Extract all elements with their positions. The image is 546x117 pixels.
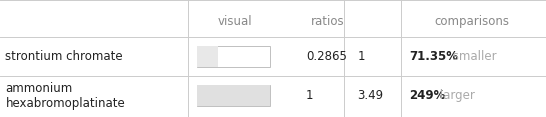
Text: strontium chromate: strontium chromate: [5, 50, 123, 63]
Text: 71.35%: 71.35%: [410, 50, 459, 63]
Text: comparisons: comparisons: [435, 15, 510, 28]
FancyBboxPatch shape: [197, 46, 218, 67]
Text: 0.2865: 0.2865: [306, 50, 347, 63]
Text: ratios: ratios: [311, 15, 345, 28]
Text: 1: 1: [306, 89, 313, 102]
Text: smaller: smaller: [449, 50, 496, 63]
FancyBboxPatch shape: [197, 46, 270, 67]
Text: visual: visual: [217, 15, 252, 28]
FancyBboxPatch shape: [197, 85, 270, 106]
Text: larger: larger: [436, 89, 474, 102]
Text: 249%: 249%: [410, 89, 446, 102]
Text: ammonium
hexabromoplatinate: ammonium hexabromoplatinate: [5, 82, 125, 110]
Text: 3.49: 3.49: [358, 89, 384, 102]
FancyBboxPatch shape: [197, 85, 270, 106]
Text: 1: 1: [358, 50, 365, 63]
